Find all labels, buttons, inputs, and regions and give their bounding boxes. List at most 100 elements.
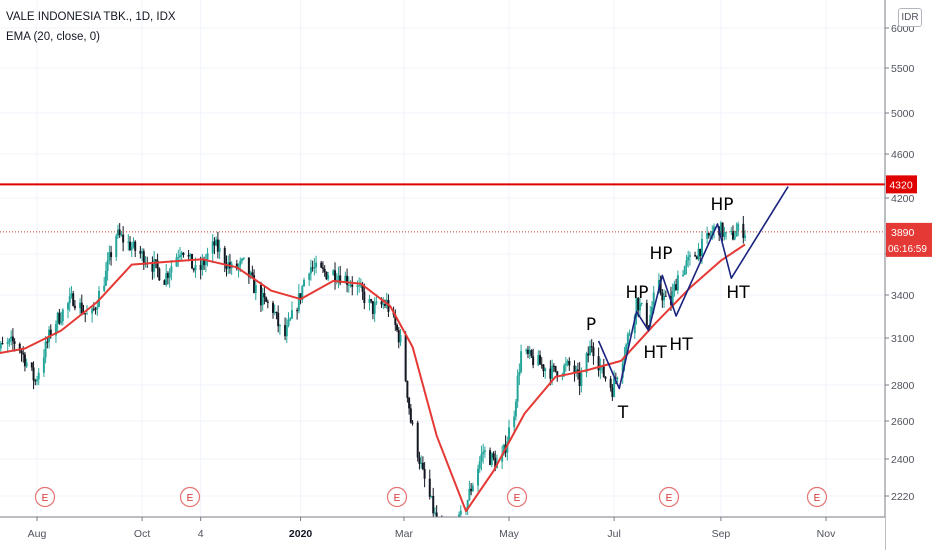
last-price-label-bg <box>886 222 932 257</box>
time-axis[interactable]: Aug Oct 4 2020 Mar May Jul Sep Nov <box>0 516 885 550</box>
candle-body <box>347 284 350 286</box>
currency-badge[interactable]: IDR <box>898 8 922 27</box>
earnings-marker[interactable]: E <box>386 486 408 508</box>
candle <box>325 271 328 280</box>
candle-body <box>640 302 643 304</box>
candle <box>127 234 130 251</box>
candle <box>216 231 219 259</box>
candle-body <box>623 355 626 364</box>
candle <box>130 242 133 258</box>
candle <box>323 265 326 277</box>
earnings-marker[interactable]: E <box>179 486 201 508</box>
candle <box>91 306 94 323</box>
candle-body <box>68 296 71 304</box>
candle <box>98 286 101 308</box>
candle-body <box>251 272 254 276</box>
candle-body <box>470 488 473 492</box>
candle-body <box>406 380 409 398</box>
earnings-marker[interactable]: E <box>658 486 680 508</box>
candle-body <box>315 262 318 268</box>
candle <box>368 294 371 311</box>
candle <box>399 328 402 346</box>
candle-body <box>694 255 697 257</box>
earnings-marker[interactable]: E <box>34 486 56 508</box>
candle <box>349 280 352 288</box>
candle-body <box>637 297 640 311</box>
candle <box>609 375 612 392</box>
annotation-higher-peak: HP <box>710 195 733 215</box>
candle <box>575 365 578 377</box>
candle-body <box>266 301 269 303</box>
candle-body <box>383 304 386 306</box>
candle-body <box>191 253 194 269</box>
candle-body <box>588 346 591 356</box>
candle <box>67 301 70 319</box>
candle-body <box>697 248 700 260</box>
candle-body <box>178 255 181 258</box>
candle-body <box>285 325 288 337</box>
candle-body <box>261 293 264 306</box>
candle <box>645 299 648 329</box>
candle-body <box>711 231 714 236</box>
candle-body <box>719 222 722 236</box>
candle-body <box>516 375 519 402</box>
candle <box>265 296 268 303</box>
candle <box>311 260 314 272</box>
candle-body <box>404 334 407 381</box>
candle-body <box>44 341 47 358</box>
price-tick-label: 4600 <box>891 149 915 161</box>
candle <box>725 231 728 240</box>
candle <box>404 331 407 383</box>
candle <box>482 443 485 464</box>
earnings-marker[interactable]: E <box>806 486 828 508</box>
candle-body <box>11 336 14 342</box>
symbol-title[interactable]: VALE INDONESIA TBK., 1D, IDX <box>6 11 176 23</box>
candle-body <box>60 321 63 324</box>
price-axis[interactable]: 2220 2400 2600 2800 3100 3400 4200 4600 5000 5500… <box>884 0 932 550</box>
candle-body <box>428 478 431 497</box>
candle <box>508 419 511 442</box>
candle-body <box>363 291 366 304</box>
candle-body <box>225 264 228 269</box>
candle-body <box>723 232 726 237</box>
pattern-lines <box>597 186 789 390</box>
candle-body <box>308 273 311 280</box>
candle-body <box>508 427 511 442</box>
earnings-marker[interactable]: E <box>506 486 528 508</box>
candle-body <box>118 229 121 235</box>
candle <box>540 357 543 369</box>
candle-body <box>416 422 419 458</box>
candle-body <box>685 260 688 267</box>
candle <box>129 236 132 252</box>
candle-body <box>23 354 26 367</box>
candle <box>602 358 605 378</box>
candle <box>626 331 629 349</box>
candle <box>253 269 256 294</box>
candle <box>468 480 471 501</box>
candle <box>587 346 590 363</box>
price-tick-label: 2600 <box>891 416 915 428</box>
candle <box>408 397 411 415</box>
earnings-marker-circle <box>34 486 56 508</box>
candle <box>166 271 169 285</box>
candle <box>673 280 676 297</box>
indicator-legend[interactable]: EMA (20, close, 0) <box>6 31 100 43</box>
candle <box>483 446 486 458</box>
candle-body <box>85 313 88 315</box>
time-tick-label: Mar <box>395 528 414 540</box>
candle-body <box>339 275 342 284</box>
candle-body <box>265 297 268 302</box>
candle <box>321 261 324 274</box>
candle-body <box>604 376 607 379</box>
candle-body <box>542 364 545 372</box>
candle <box>110 245 113 266</box>
candle-body <box>332 270 335 276</box>
candle <box>542 364 545 378</box>
candle-body <box>241 259 244 261</box>
candle <box>132 237 135 249</box>
price-tick-label: 5500 <box>891 63 915 75</box>
candle-body <box>311 267 314 269</box>
candle-body <box>290 310 293 319</box>
